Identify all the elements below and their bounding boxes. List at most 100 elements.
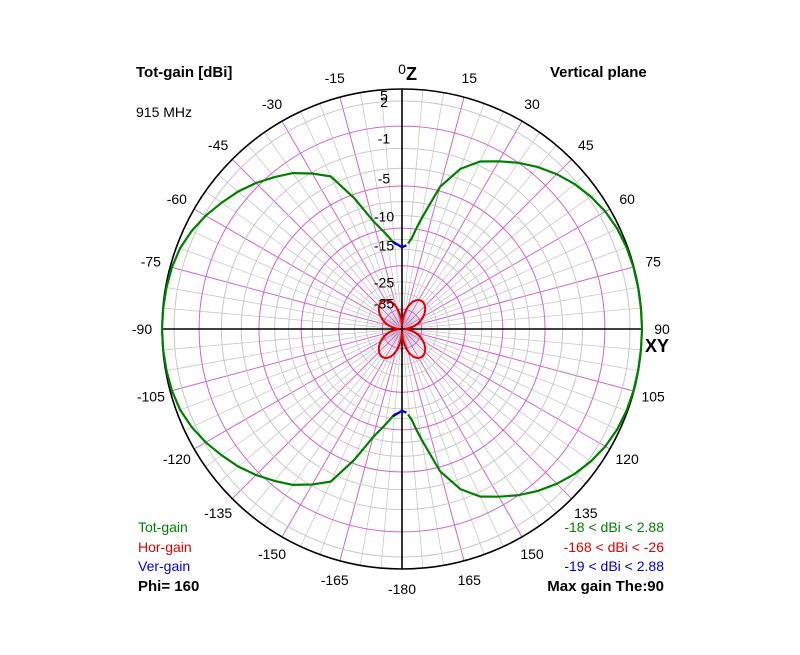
grid-spoke <box>193 208 403 330</box>
grid-spoke <box>401 246 628 330</box>
angle-tick-label: 165 <box>458 572 482 588</box>
radial-tick-label: -25 <box>374 275 394 291</box>
angle-tick-label: -105 <box>137 388 165 404</box>
grid-spoke <box>401 191 599 330</box>
grid-spoke <box>401 328 445 566</box>
radial-tick-label: -5 <box>378 170 391 186</box>
grid-spoke <box>170 266 403 330</box>
grid-spoke <box>264 328 403 526</box>
grid-spoke <box>401 158 573 330</box>
grid-spoke <box>205 328 403 467</box>
grid-spoke <box>401 328 642 351</box>
grid-spoke <box>401 132 540 330</box>
legend-hor-gain: Hor-gain <box>138 539 192 555</box>
grid-spoke <box>401 328 523 538</box>
angle-tick-label: -75 <box>141 254 161 270</box>
angle-tick-label: -150 <box>258 546 286 562</box>
angle-tick-label: 60 <box>619 191 635 207</box>
grid-spoke <box>401 328 573 500</box>
grid-spoke <box>162 307 403 330</box>
grid-spoke <box>401 174 587 330</box>
angle-tick-label: -120 <box>163 451 191 467</box>
angle-tick-label: -135 <box>204 505 232 521</box>
angle-tick-label: 120 <box>615 451 639 467</box>
grid-spoke <box>359 92 403 330</box>
grid-spoke <box>401 328 620 431</box>
angle-tick-labels: 0 15 30 45 60 75 90 105 120 135 150 165 -180 -165 -150… <box>132 61 670 597</box>
grid-spoke <box>401 328 557 514</box>
angle-tick-label: 75 <box>645 254 661 270</box>
grid-spoke <box>401 92 445 330</box>
angle-tick-label: 45 <box>578 137 594 153</box>
radial-tick-labels: 52 -1 -5 -10 -15 -25 -35 <box>374 87 394 311</box>
grid-spoke <box>247 328 403 514</box>
grid-spoke <box>217 328 403 484</box>
angle-tick-label: -30 <box>262 96 282 112</box>
angle-tick-label: 150 <box>520 546 544 562</box>
legend-tot-gain: Tot-gain <box>138 519 188 535</box>
grid-spoke <box>401 266 634 330</box>
angle-tick-label: 105 <box>641 388 665 404</box>
grid-spoke <box>300 111 403 330</box>
xy-axis-label: XY <box>645 336 670 356</box>
polar-grid <box>161 88 643 570</box>
angle-tick-label: -45 <box>208 137 228 153</box>
grid-spoke <box>359 328 403 566</box>
grid-spoke <box>401 328 485 555</box>
radial-tick-label: -10 <box>374 209 394 225</box>
grid-spoke <box>401 89 424 330</box>
phi-label: Phi= 160 <box>138 578 200 595</box>
grid-spoke <box>165 286 403 330</box>
angle-tick-label: 135 <box>574 505 598 521</box>
grid-spoke <box>193 328 403 450</box>
angle-tick-label: 90 <box>654 321 670 337</box>
grid-spoke <box>401 97 465 330</box>
grid-spoke <box>401 328 587 484</box>
grid-spoke <box>205 191 403 330</box>
plane-label: Vertical plane <box>550 64 647 81</box>
grid-spoke <box>401 286 639 330</box>
legend-tot-range: -18 < dBi < 2.88 <box>564 519 664 535</box>
grid-spoke <box>247 144 403 330</box>
grid-spoke <box>217 174 403 330</box>
angle-tick-label: 15 <box>462 70 478 86</box>
angle-tick-label: -15 <box>325 70 345 86</box>
grid-spoke <box>319 103 403 330</box>
tot-gain-trace-right <box>407 160 644 498</box>
grid-spoke <box>401 328 611 450</box>
grid-spoke <box>401 227 620 330</box>
angle-tick-label: -60 <box>167 191 187 207</box>
grid-spoke <box>380 89 403 330</box>
grid-spoke <box>401 120 523 330</box>
grid-spoke <box>281 120 403 330</box>
angle-tick-label: -90 <box>132 321 152 337</box>
grid-spoke <box>401 328 424 569</box>
grid-spoke <box>264 132 403 330</box>
grid-spoke <box>380 328 403 569</box>
radial-tick-label: 5 <box>380 87 388 103</box>
grid-spoke <box>339 328 403 561</box>
legend-hor-range: -168 < dBi < -26 <box>563 539 664 555</box>
grid-spoke <box>231 158 403 330</box>
grid-spoke <box>300 328 403 547</box>
grid-spoke <box>401 144 557 330</box>
angle-tick-label: -165 <box>321 572 349 588</box>
grid-spoke <box>401 103 485 330</box>
grid-spoke <box>170 328 403 392</box>
radial-tick-label: 2 <box>380 94 388 110</box>
angle-tick-label: 30 <box>524 96 540 112</box>
radial-tick-label: -15 <box>374 237 394 253</box>
grid-spoke <box>401 111 504 330</box>
hor-gain-trace <box>377 298 427 360</box>
grid-spoke <box>401 328 639 372</box>
grid-spoke <box>184 328 403 431</box>
grid-spoke <box>401 328 634 392</box>
grid-spoke <box>176 246 403 330</box>
pattern-traces <box>160 160 644 498</box>
grid-spoke <box>184 227 403 330</box>
grid-spoke <box>401 307 642 330</box>
tot-gain-trace-left <box>160 171 397 487</box>
grid-spoke <box>339 97 403 330</box>
legend-ver-gain: Ver-gain <box>138 558 191 574</box>
